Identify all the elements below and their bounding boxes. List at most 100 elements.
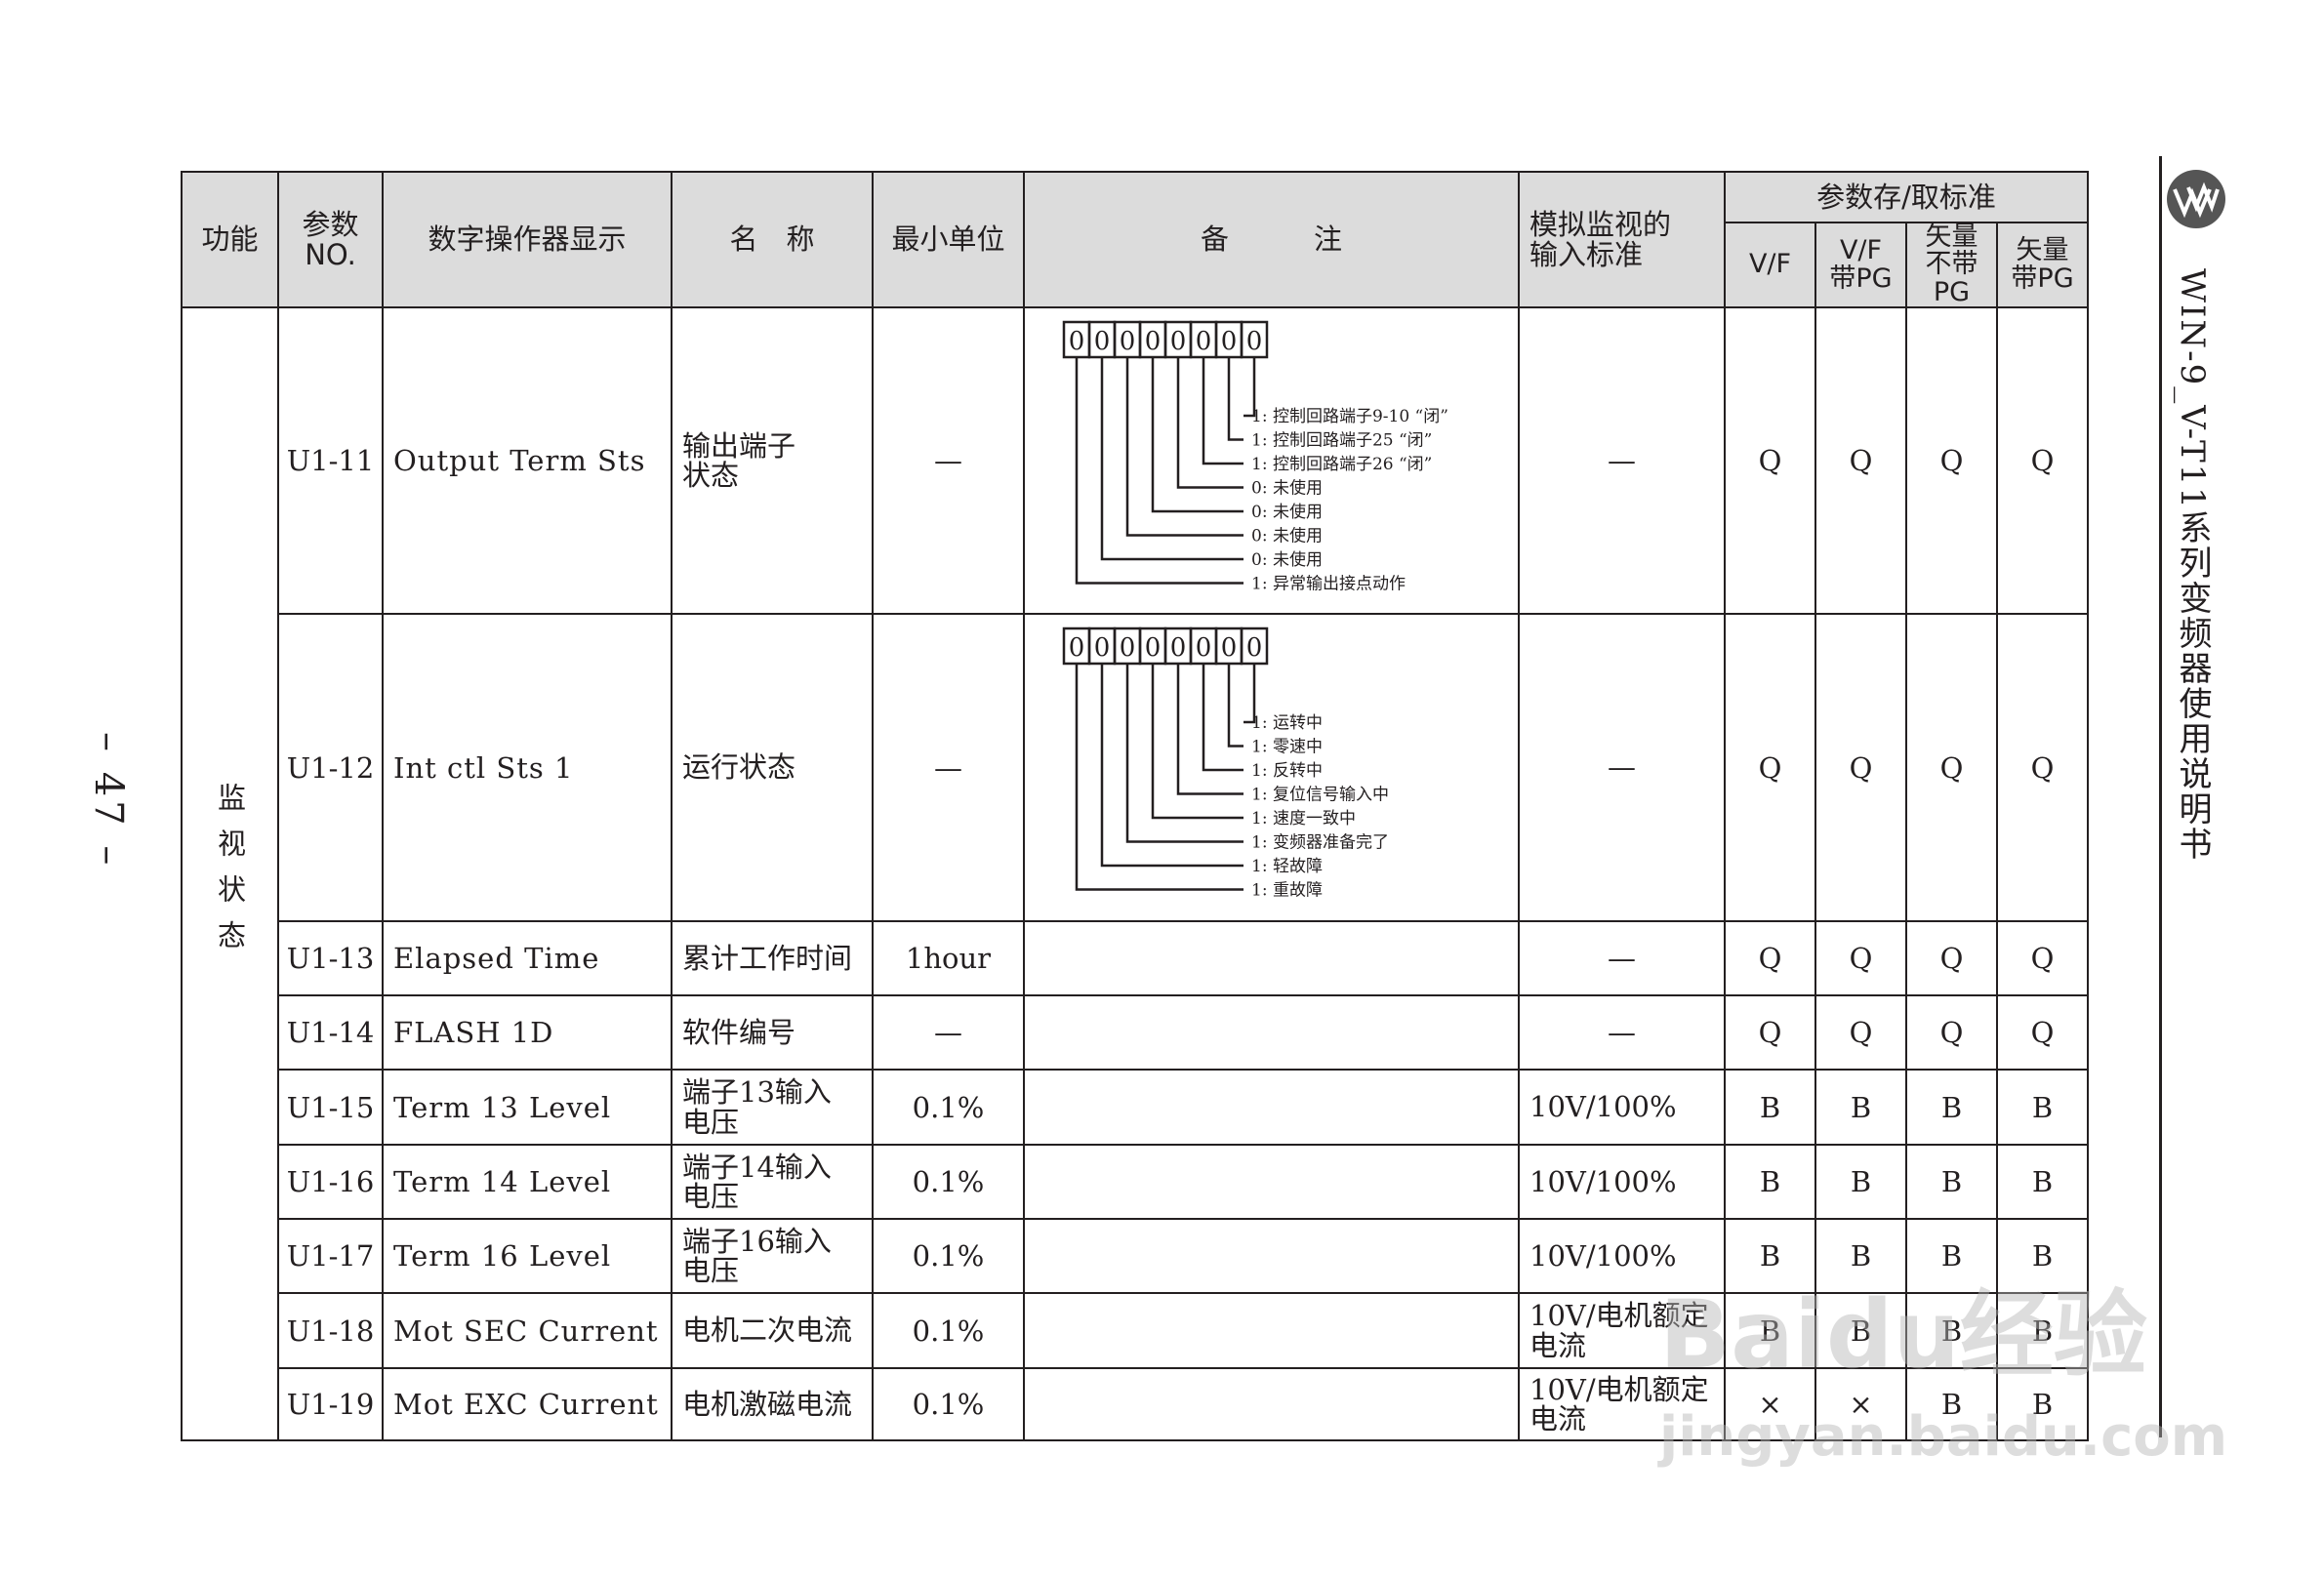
analog-standard: —: [1518, 994, 1726, 1072]
operator-display: Elapsed Time: [382, 920, 673, 997]
min-unit: 0.1%: [872, 1144, 1025, 1221]
bit-value: 0: [1069, 633, 1085, 663]
min-unit: 0.1%: [872, 1292, 1025, 1370]
bit-value: 0: [1196, 327, 1212, 356]
access-value: B: [1814, 1292, 1907, 1370]
operator-display: Mot SEC Current: [382, 1292, 673, 1370]
table-row: U1-12 Int ctl Sts 1 运行状态 —0 0 0 0 0 0 0 0 1: 运转中 1: …: [182, 613, 2090, 923]
param-no: U1-16: [277, 1144, 384, 1221]
operator-display: Term 16 Level: [382, 1218, 673, 1295]
access-value: B: [1814, 1218, 1907, 1295]
min-unit: 0.1%: [872, 1367, 1025, 1442]
bit-leader-line: [1176, 664, 1244, 795]
access-value: B: [1724, 1144, 1816, 1221]
min-unit: —: [872, 994, 1025, 1072]
bit-label: 1: 速度一致中: [1251, 809, 1356, 829]
access-value: B: [1995, 1367, 2090, 1442]
bit-value: 0: [1120, 327, 1136, 356]
header-mode-vector-no-pg: 矢量 不带PG: [1905, 221, 1998, 309]
access-value: B: [1905, 1144, 1998, 1221]
param-name: 累计工作时间: [671, 920, 874, 997]
param-name: 端子16输入 电压: [671, 1218, 874, 1295]
header-access-standard: 参数存/取标准: [1723, 171, 2090, 223]
operator-display: Output Term Sts: [382, 306, 673, 616]
remarks: [1023, 920, 1520, 997]
param-no: U1-14: [277, 994, 384, 1072]
access-value: B: [1724, 1292, 1816, 1370]
param-name: 端子14输入 电压: [671, 1144, 874, 1221]
access-value: Q: [1814, 994, 1907, 1072]
bit-value: 0: [1221, 633, 1238, 663]
bit-leader-line: [1227, 664, 1244, 748]
access-value: B: [1995, 1144, 2090, 1221]
bit-value: 0: [1170, 327, 1187, 356]
access-value: B: [1814, 1144, 1907, 1221]
bit-leader-line: [1244, 357, 1256, 418]
bit-leader-line: [1100, 357, 1244, 561]
access-value: Q: [1995, 306, 2090, 616]
bit-value: 0: [1221, 327, 1238, 356]
header-mode-vf-pg: V/F 带PG: [1814, 221, 1907, 309]
bit-diagram: 0 0 0 0 0 0 0 01: 控制回路端子9-10 “闭”1: 控制回路端子25 “闭”…: [1062, 320, 1448, 594]
access-value: Q: [1995, 613, 2090, 923]
side-divider: [2159, 156, 2162, 1437]
bit-value: 0: [1094, 327, 1111, 356]
access-value: B: [1995, 1218, 2090, 1295]
bit-value: 0: [1094, 633, 1111, 663]
brand-logo-icon: [2165, 168, 2227, 230]
access-value: B: [1905, 1069, 1998, 1147]
param-no: U1-18: [277, 1292, 384, 1370]
page-number: – 47 –: [86, 732, 131, 869]
operator-display: Mot EXC Current: [382, 1367, 673, 1442]
table-row: U1-14 FLASH 1D 软件编号 — — Q Q Q Q: [182, 994, 2090, 1072]
analog-standard: 10V/100%: [1518, 1069, 1726, 1147]
analog-standard: —: [1518, 920, 1726, 997]
bit-label: 0: 未使用: [1251, 478, 1323, 499]
parameter-table: 功能 参数 NO. 数字操作器显示 名 称 最小单位 备 注 模拟监视的 输入标…: [181, 170, 2090, 1442]
min-unit: 0.1%: [872, 1069, 1025, 1147]
bit-leader-line: [1176, 357, 1244, 489]
param-name: 运行状态: [671, 613, 874, 923]
min-unit: —: [872, 613, 1025, 923]
bit-value: 0: [1196, 633, 1212, 663]
access-value: Q: [1814, 613, 1907, 923]
bit-leader-line: [1244, 664, 1256, 724]
analog-standard: 10V/电机额定 电流: [1518, 1292, 1726, 1370]
analog-standard: 10V/100%: [1518, 1218, 1726, 1295]
bit-leader-line: [1202, 357, 1244, 465]
bit-label: 1: 运转中: [1251, 713, 1323, 733]
param-no: U1-17: [277, 1218, 384, 1295]
bit-value: 0: [1145, 327, 1162, 356]
min-unit: 1hour: [872, 920, 1025, 997]
bit-label: 0: 未使用: [1251, 526, 1323, 546]
bit-leader-line: [1202, 664, 1244, 772]
param-name: 电机二次电流: [671, 1292, 874, 1370]
table-row: U1-18 Mot SEC Current 电机二次电流 0.1% 10V/电机额定 电…: [182, 1292, 2090, 1370]
access-value: ×: [1814, 1367, 1907, 1442]
param-name: 电机激磁电流: [671, 1367, 874, 1442]
access-value: Q: [1724, 613, 1816, 923]
table-row: U1-15 Term 13 Level 端子13输入 电压 0.1% 10V/100% B…: [182, 1069, 2090, 1147]
header-min-unit: 最小单位: [872, 170, 1025, 309]
analog-standard: —: [1518, 306, 1726, 616]
header-mode-vector-pg: 矢量 带PG: [1995, 221, 2090, 309]
operator-display: FLASH 1D: [382, 994, 673, 1072]
access-value: Q: [1995, 994, 2090, 1072]
bit-label: 1: 反转中: [1251, 761, 1323, 781]
param-no: U1-15: [277, 1069, 384, 1147]
param-no: U1-19: [277, 1367, 384, 1442]
header-param-no: 参数 NO.: [277, 170, 384, 309]
header-mode-vf: V/F: [1724, 221, 1816, 309]
param-no: U1-11: [277, 306, 384, 616]
remarks: 0 0 0 0 0 0 0 0 1: 运转中 1: 零速中 1: 反转中 1: 复位信号输入中 1: 速…: [1023, 613, 1520, 923]
manual-title: WIN-9_V-T11系列变频器使用说明书: [2173, 268, 2212, 862]
table-row: U1-17 Term 16 Level 端子16输入 电压 0.1% 10V/100% B…: [182, 1218, 2090, 1295]
header-remarks: 备 注: [1023, 170, 1520, 309]
access-value: B: [1724, 1069, 1816, 1147]
header-operator-display: 数字操作器显示: [382, 170, 673, 309]
table-row: U1-19 Mot EXC Current 电机激磁电流 0.1% 10V/电机额定 电…: [182, 1367, 2090, 1442]
min-unit: —: [872, 306, 1025, 616]
operator-display: Int ctl Sts 1: [382, 613, 673, 923]
access-value: B: [1995, 1292, 2090, 1370]
